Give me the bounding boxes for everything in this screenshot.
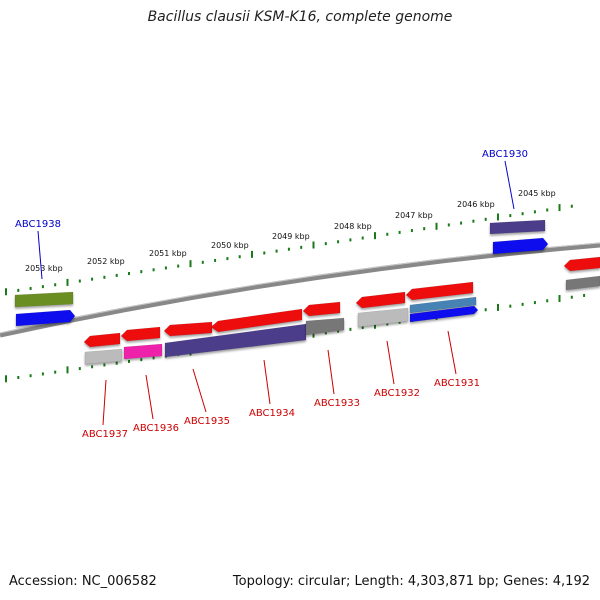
- scale-tick-label: 2053 kbp: [25, 264, 63, 273]
- feature-olive[interactable]: [14, 291, 74, 308]
- leader-line: [192, 368, 207, 413]
- feature-magenta[interactable]: [123, 343, 163, 360]
- feature-blue[interactable]: [492, 237, 549, 255]
- scale-tick-label: 2051 kbp: [149, 249, 187, 258]
- feature-blue[interactable]: [15, 309, 76, 327]
- feature-cds[interactable]: [120, 326, 161, 342]
- gene-features: [14, 219, 600, 365]
- outer-scale-ticks: [5, 204, 573, 296]
- gene-labels[interactable]: ABC1930 ABC1931 ABC1932 ABC1933 ABC1934 ABC19…: [15, 149, 528, 440]
- feature-cds[interactable]: [163, 321, 213, 337]
- label-leaders: [37, 160, 515, 426]
- feature-purple[interactable]: [489, 219, 546, 235]
- leader-line: [145, 374, 154, 420]
- scale-tick-label: 2050 kbp: [211, 241, 249, 250]
- scale-tick-label: 2045 kbp: [518, 189, 556, 198]
- gene-label-abc1932[interactable]: ABC1932: [374, 388, 420, 399]
- scale-tick-label: 2048 kbp: [334, 222, 372, 231]
- scale-tick-label: 2047 kbp: [395, 211, 433, 220]
- feature-cds[interactable]: [355, 291, 406, 309]
- feature-purple[interactable]: [164, 323, 307, 358]
- feature-lightgray[interactable]: [84, 348, 123, 365]
- scale-tick-labels: 2045 kbp 2046 kbp 2047 kbp 2048 kbp 2049 kbp…: [25, 189, 556, 273]
- scale-tick-label: 2049 kbp: [272, 232, 310, 241]
- leader-line: [37, 230, 43, 280]
- feature-lightgray[interactable]: [357, 307, 409, 328]
- scale-tick-label: 2046 kbp: [457, 200, 495, 209]
- gene-label-abc1931[interactable]: ABC1931: [434, 378, 480, 389]
- feature-cds[interactable]: [563, 256, 600, 272]
- gene-label-abc1930[interactable]: ABC1930: [482, 149, 528, 160]
- accession-text: Accession: NC_006582: [9, 574, 157, 589]
- leader-line: [386, 340, 395, 385]
- feature-gray[interactable]: [565, 275, 600, 291]
- leader-line: [327, 349, 335, 395]
- gene-label-abc1936[interactable]: ABC1936: [133, 423, 179, 434]
- feature-blue[interactable]: [409, 305, 479, 323]
- leader-line: [504, 160, 515, 210]
- gene-label-abc1934[interactable]: ABC1934: [249, 408, 295, 419]
- feature-cds[interactable]: [302, 301, 341, 317]
- feature-steelblue[interactable]: [409, 296, 477, 314]
- feature-gray[interactable]: [305, 317, 345, 336]
- genome-backbone: [0, 242, 600, 338]
- leader-line: [263, 359, 271, 405]
- gene-label-abc1935[interactable]: ABC1935: [184, 416, 230, 427]
- feature-cds[interactable]: [210, 308, 303, 333]
- leader-line: [102, 379, 107, 426]
- gene-label-abc1938[interactable]: ABC1938: [15, 219, 61, 230]
- leader-line: [447, 330, 457, 375]
- map-title: Bacillus clausii KSM-K16, complete genom…: [147, 9, 453, 25]
- genome-summary-text: Topology: circular; Length: 4,303,871 bp…: [232, 574, 590, 589]
- feature-cds[interactable]: [83, 332, 121, 348]
- gene-label-abc1937[interactable]: ABC1937: [82, 429, 128, 440]
- scale-tick-label: 2052 kbp: [87, 257, 125, 266]
- feature-cds[interactable]: [405, 281, 474, 301]
- gene-label-abc1933[interactable]: ABC1933: [314, 398, 360, 409]
